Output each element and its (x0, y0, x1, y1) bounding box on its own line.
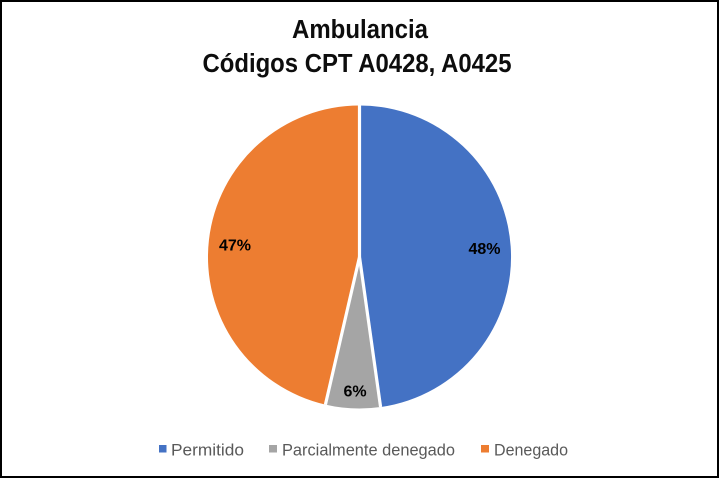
svg-text:Permitido: Permitido (171, 441, 244, 460)
svg-text:47%: 47% (219, 238, 251, 255)
svg-text:Códigos CPT A0428, A0425: Códigos CPT A0428, A0425 (203, 50, 512, 78)
svg-text:6%: 6% (343, 384, 366, 401)
svg-text:Ambulancia: Ambulancia (292, 16, 429, 44)
svg-text:Denegado: Denegado (494, 441, 568, 460)
svg-text:48%: 48% (468, 241, 500, 258)
svg-text:Parcialmente denegado: Parcialmente denegado (282, 441, 455, 460)
